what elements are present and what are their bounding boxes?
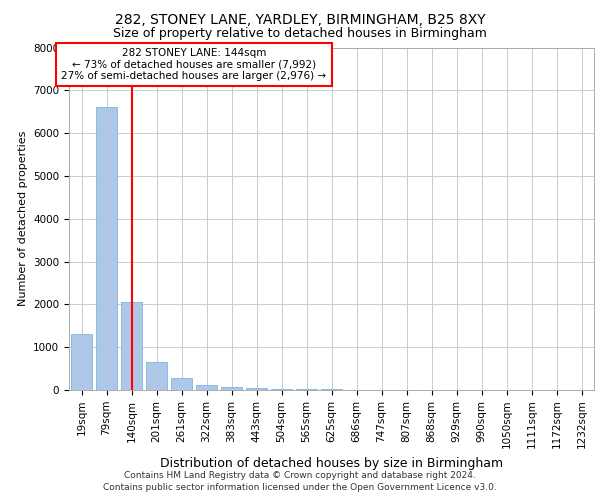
Bar: [121, 302, 142, 390]
Text: 282, STONEY LANE, YARDLEY, BIRMINGHAM, B25 8XY: 282, STONEY LANE, YARDLEY, BIRMINGHAM, B…: [115, 12, 485, 26]
Bar: [171, 378, 192, 390]
Bar: [271, 388, 292, 390]
Bar: [71, 334, 92, 390]
Text: Size of property relative to detached houses in Birmingham: Size of property relative to detached ho…: [113, 28, 487, 40]
Bar: [246, 388, 267, 390]
Y-axis label: Number of detached properties: Number of detached properties: [17, 131, 28, 306]
Text: Contains HM Land Registry data © Crown copyright and database right 2024.
Contai: Contains HM Land Registry data © Crown c…: [103, 471, 497, 492]
X-axis label: Distribution of detached houses by size in Birmingham: Distribution of detached houses by size …: [160, 457, 503, 470]
Bar: [196, 385, 217, 390]
Bar: [221, 386, 242, 390]
Text: 282 STONEY LANE: 144sqm
← 73% of detached houses are smaller (7,992)
27% of semi: 282 STONEY LANE: 144sqm ← 73% of detache…: [61, 48, 326, 81]
Bar: [96, 108, 117, 390]
Bar: [146, 362, 167, 390]
Bar: [296, 389, 317, 390]
